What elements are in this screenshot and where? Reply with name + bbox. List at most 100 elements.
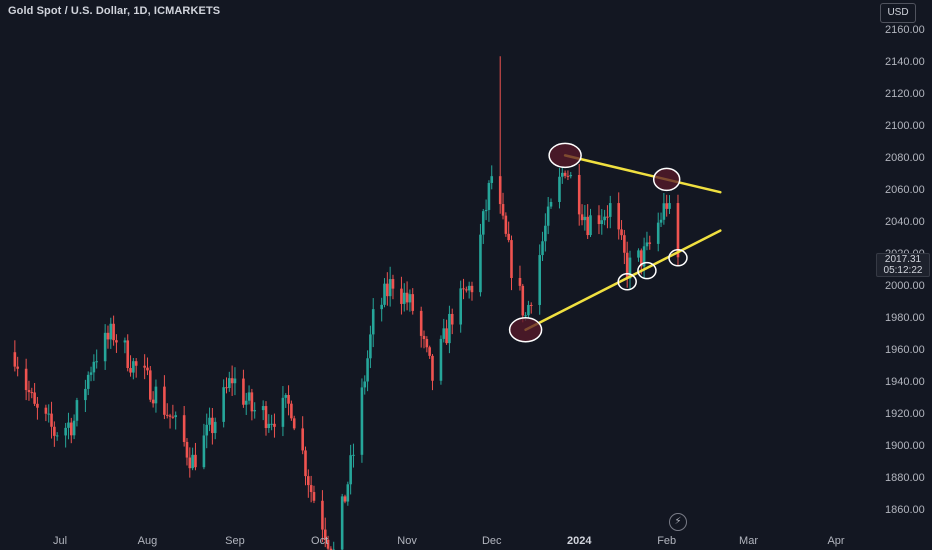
candle xyxy=(134,358,138,378)
bar-countdown: 05:12:22 xyxy=(883,265,923,276)
candle-body xyxy=(589,215,592,236)
candle-body xyxy=(309,485,313,493)
candle-body xyxy=(597,215,601,225)
candle xyxy=(89,366,93,382)
candle-body xyxy=(510,240,513,278)
candle-body xyxy=(292,418,296,429)
candle-body xyxy=(185,441,189,458)
candle-body xyxy=(182,415,186,442)
candle xyxy=(163,375,166,420)
candle-body xyxy=(608,203,612,217)
candle xyxy=(115,334,118,353)
candle-body xyxy=(544,225,547,242)
candles-layer xyxy=(13,56,680,550)
candle-body xyxy=(47,413,51,415)
candle xyxy=(544,213,547,252)
candle xyxy=(165,403,169,419)
candle-body xyxy=(549,201,553,207)
candle xyxy=(346,481,350,506)
candle xyxy=(479,223,482,297)
candle-body xyxy=(112,323,115,341)
candle-body xyxy=(566,175,570,177)
candle-body xyxy=(284,394,288,398)
candle xyxy=(510,235,513,291)
candle-body xyxy=(222,387,225,422)
price-tick-label: 2120.00 xyxy=(885,88,925,100)
candle-body xyxy=(44,407,48,414)
candle xyxy=(558,167,561,209)
candle-body xyxy=(391,279,395,289)
candle-body xyxy=(33,392,36,404)
candle-body xyxy=(388,279,392,297)
candle xyxy=(459,280,462,333)
candle xyxy=(33,383,36,407)
candle xyxy=(518,265,522,291)
candle xyxy=(321,490,324,543)
candle-body xyxy=(174,415,177,418)
time-tick-label: Aug xyxy=(138,535,158,547)
candle-body xyxy=(518,277,522,286)
candle-body xyxy=(665,203,668,209)
candle xyxy=(521,283,525,323)
candle xyxy=(487,180,491,222)
candle-body xyxy=(366,358,369,382)
candle xyxy=(541,231,544,262)
candle-body xyxy=(281,397,285,427)
candle-body xyxy=(569,174,573,177)
candle xyxy=(419,306,423,348)
candle-body xyxy=(662,203,666,220)
candle-body xyxy=(36,403,39,408)
annotation-circle xyxy=(548,142,582,169)
candle-body xyxy=(400,288,403,304)
candle xyxy=(620,220,623,240)
candle xyxy=(146,357,149,376)
price-tick-label: 1980.00 xyxy=(885,312,925,324)
price-tick-label: 2040.00 xyxy=(885,216,925,228)
candle xyxy=(69,417,73,444)
candle-body xyxy=(656,222,660,244)
candle xyxy=(538,244,542,315)
candle-body xyxy=(586,216,589,236)
candle xyxy=(391,274,395,300)
candle xyxy=(546,196,550,235)
time-axis[interactable]: Jul Aug Sep Oct Nov Dec 2024 Feb Mar Apr xyxy=(53,535,845,547)
candle-body xyxy=(668,203,671,209)
price-tick-label: 1940.00 xyxy=(885,376,925,388)
candle xyxy=(363,375,367,395)
candle xyxy=(498,56,502,214)
candle xyxy=(287,385,290,416)
candle-body xyxy=(642,246,646,267)
candle-body xyxy=(146,367,149,371)
candle xyxy=(586,204,589,239)
candle-body xyxy=(163,386,166,415)
candle xyxy=(27,380,31,401)
candle xyxy=(171,404,175,419)
currency-button[interactable]: USD xyxy=(880,3,916,23)
candle xyxy=(95,349,98,369)
candle-body xyxy=(205,424,209,436)
candle-body xyxy=(450,313,454,325)
candle xyxy=(481,208,485,244)
candle xyxy=(425,336,429,353)
candle xyxy=(109,317,113,349)
candle-body xyxy=(307,476,310,486)
candle-body xyxy=(154,386,158,404)
candle xyxy=(225,377,228,394)
time-tick-label: Jul xyxy=(53,535,67,547)
candle-body xyxy=(75,400,79,421)
candle xyxy=(151,391,155,408)
candle-body xyxy=(490,176,494,183)
lightning-icon[interactable]: ⚡ xyxy=(669,513,687,531)
candle-body xyxy=(191,454,194,469)
candle xyxy=(388,266,392,307)
candle xyxy=(332,541,336,550)
candle xyxy=(84,379,87,413)
candle xyxy=(608,195,612,229)
price-tick-label: 2000.00 xyxy=(885,280,925,292)
candle xyxy=(106,325,110,349)
candle-body xyxy=(250,392,254,412)
candle xyxy=(36,396,39,420)
candle-body xyxy=(287,394,290,404)
candle xyxy=(431,354,434,391)
